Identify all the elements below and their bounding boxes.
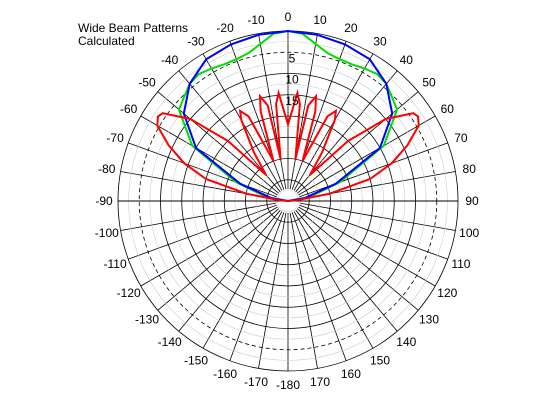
spoke-line — [157, 91, 280, 194]
angle-tick-labels: -10 -20 -30 -40 -50-60 -70 -80 -90 -100 -110 -120 -… — [95, 10, 480, 392]
angle-tick-label: -160 — [213, 367, 237, 381]
spoke-line — [258, 212, 287, 369]
chart-subtitle: Calculated — [78, 34, 135, 48]
radial-tick-labels: 5 10 15 — [285, 51, 299, 108]
spoke-line — [120, 202, 277, 231]
spoke-line — [298, 206, 436, 287]
spoke-line — [296, 208, 419, 311]
angle-tick-label: 40 — [400, 53, 414, 67]
angle-tick-label: 80 — [463, 162, 477, 176]
polar-grid — [117, 30, 459, 372]
angle-tick-label: -80 — [98, 162, 116, 176]
spoke-line — [229, 212, 285, 361]
angle-tick-label: 110 — [451, 257, 470, 271]
spoke-line — [293, 211, 374, 349]
angle-tick-label: 100 — [459, 226, 479, 240]
angle-tick-label: 170 — [310, 375, 330, 389]
angle-tick-label: -150 — [184, 353, 208, 367]
chart-title: Wide Beam Patterns — [78, 21, 189, 35]
angle-tick-label: -40 — [161, 53, 179, 67]
radial-tick-label: 15 — [285, 94, 299, 108]
spoke-line — [229, 41, 285, 190]
spoke-line — [140, 115, 278, 196]
angle-tick-label: 120 — [437, 286, 457, 300]
spoke-line — [289, 212, 318, 369]
angle-tick-label: -180 — [276, 378, 300, 392]
spoke-line — [128, 142, 277, 198]
angle-tick-label: 10 — [313, 13, 327, 27]
angle-tick-label: -10 — [247, 13, 265, 27]
angle-tick-label: 140 — [396, 335, 416, 349]
radial-tick-label: 10 — [285, 73, 299, 87]
angle-tick-label: 30 — [373, 35, 387, 49]
spoke-line — [258, 33, 287, 190]
series-line-1 — [182, 29, 394, 203]
angle-tick-label: 160 — [341, 367, 361, 381]
spoke-line — [140, 206, 278, 287]
angle-tick-label: 50 — [422, 76, 436, 90]
series-line-2 — [156, 89, 420, 203]
angle-tick-label: -120 — [117, 286, 141, 300]
angle-tick-label: -50 — [138, 76, 156, 90]
angle-tick-label: 130 — [419, 312, 439, 326]
spoke-line — [295, 209, 398, 332]
angle-tick-label: -70 — [106, 131, 124, 145]
spoke-line — [291, 41, 347, 190]
angle-tick-label: -90 — [95, 194, 113, 208]
spoke-line — [128, 204, 277, 260]
spoke-line — [289, 33, 318, 190]
chart-title-block: Wide Beam Patterns Calculated — [78, 22, 188, 48]
angle-tick-label: -30 — [187, 35, 205, 49]
spoke-line — [296, 91, 419, 194]
spoke-line — [299, 204, 448, 260]
angle-tick-label: -20 — [216, 21, 234, 35]
angle-tick-label: -130 — [135, 312, 159, 326]
angle-tick-label: 90 — [465, 194, 479, 208]
spoke-line — [178, 209, 281, 332]
series-group — [156, 29, 420, 203]
angle-tick-label: 150 — [370, 353, 390, 367]
angle-tick-label: -170 — [244, 375, 268, 389]
angle-tick-label: 20 — [344, 21, 358, 35]
angle-tick-label: 70 — [454, 131, 468, 145]
angle-tick-label: -110 — [104, 257, 127, 271]
angle-tick-label: -100 — [95, 226, 119, 240]
spoke-line — [157, 208, 280, 311]
angle-tick-label: -60 — [120, 102, 138, 116]
angle-tick-label: -140 — [158, 335, 182, 349]
spoke-line — [291, 212, 347, 361]
angle-tick-label: 0 — [285, 10, 292, 24]
spoke-line — [298, 115, 436, 196]
spoke-line — [202, 211, 283, 349]
angle-tick-label: 60 — [441, 102, 455, 116]
spoke-line — [299, 142, 448, 198]
spoke-line — [299, 202, 456, 231]
radial-tick-label: 5 — [289, 51, 296, 65]
